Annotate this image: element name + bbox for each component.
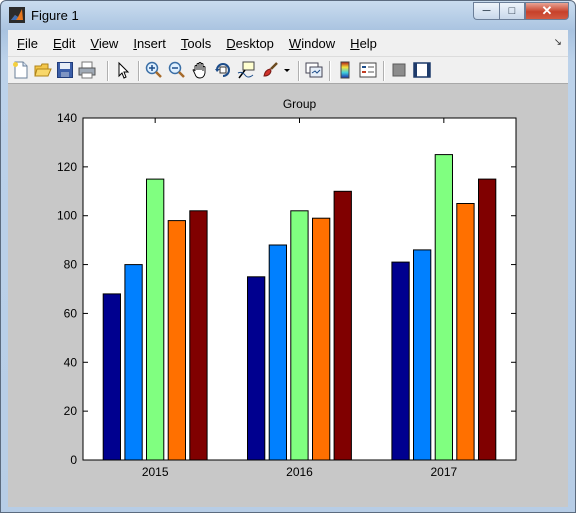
close-icon: ✕ [541, 3, 553, 18]
close-button[interactable]: ✕ [525, 2, 569, 20]
maximize-icon: □ [508, 5, 516, 17]
bar-series5-2016 [333, 190, 352, 461]
insert-colorbar-icon[interactable] [336, 61, 354, 79]
minimize-button[interactable]: ─ [473, 2, 499, 20]
bar-series2-2017 [413, 249, 432, 461]
x-tick-label: 2015 [142, 465, 169, 479]
x-tick-label: 2016 [286, 465, 313, 479]
toolbar-separator [383, 61, 385, 81]
menu-desktop-label: esktop [235, 35, 274, 51]
menu-insert-mnemonic: I [133, 35, 137, 51]
rotate-3d-icon[interactable] [214, 61, 232, 79]
y-tick-label: 60 [64, 306, 78, 320]
bar-series1-2015 [102, 293, 121, 461]
brush-dropdown-icon[interactable] [282, 61, 292, 79]
menu-edit[interactable]: Edit [53, 36, 75, 51]
open-file-icon[interactable] [34, 61, 52, 79]
title-bar[interactable]: Figure 1 ─ □ ✕ [1, 1, 575, 29]
menu-desktop[interactable]: Desktop [226, 36, 274, 51]
menu-insert-label: nsert [136, 35, 166, 51]
toolbar-separator [138, 61, 140, 81]
y-tick-label: 0 [70, 453, 77, 467]
edit-plot-icon[interactable] [114, 61, 132, 79]
menu-window-mnemonic: W [288, 35, 302, 51]
menu-view[interactable]: View [90, 36, 118, 51]
minimize-icon: ─ [482, 5, 491, 17]
menu-view-label: iew [98, 35, 119, 51]
menu-desktop-mnemonic: D [226, 35, 236, 51]
bar-series1-2017 [391, 261, 410, 461]
brush-icon[interactable] [261, 61, 279, 79]
menu-help-mnemonic: H [350, 35, 360, 51]
bar-series4-2015 [167, 220, 186, 461]
menu-window-label: indow [301, 35, 336, 51]
y-axis: 0 20 40 60 80 100 120 140 [57, 111, 516, 467]
y-tick-label: 20 [64, 404, 78, 418]
matlab-icon [9, 7, 25, 23]
menu-view-mnemonic: V [90, 35, 99, 51]
zoom-out-icon[interactable] [168, 61, 186, 79]
new-figure-icon[interactable] [12, 61, 30, 79]
bar-series3-2015 [146, 178, 165, 461]
y-tick-label: 140 [57, 111, 77, 125]
save-icon[interactable] [56, 61, 74, 79]
link-plot-icon[interactable] [305, 61, 323, 79]
bar-series2-2016 [268, 244, 288, 461]
y-tick-label: 100 [57, 209, 77, 223]
bar-series5-2017 [478, 178, 497, 461]
menu-file-mnemonic: F [17, 35, 25, 51]
menu-edit-mnemonic: E [52, 35, 62, 51]
menu-help-label: elp [359, 35, 377, 51]
toolbar-separator [107, 61, 109, 81]
window-title: Figure 1 [31, 8, 79, 23]
bar-series-group [102, 154, 497, 461]
menu-file[interactable]: File [17, 36, 38, 51]
y-tick-label: 120 [57, 160, 77, 174]
bar-series4-2017 [456, 203, 475, 461]
menu-bar: File Edit View Insert Tools Desktop Window Help… [8, 30, 568, 56]
chart-title: Group [283, 97, 317, 111]
menu-help[interactable]: Help [350, 36, 377, 51]
menu-file-label: ile [24, 35, 38, 51]
toolbar-separator [329, 61, 331, 81]
menu-edit-label: dit [61, 35, 76, 51]
insert-legend-icon[interactable] [359, 61, 377, 79]
menu-tools-label: ools [187, 35, 212, 51]
zoom-in-icon[interactable] [145, 61, 163, 79]
hide-plot-tools-icon[interactable] [390, 61, 408, 79]
menu-insert[interactable]: Insert [133, 36, 166, 51]
dock-arrow-icon[interactable]: ↘ [553, 37, 562, 48]
bar-series1-2016 [247, 276, 266, 461]
x-tick-label: 2017 [430, 465, 457, 479]
data-cursor-icon[interactable] [237, 61, 255, 79]
y-tick-label: 40 [64, 355, 78, 369]
pan-icon[interactable] [191, 61, 209, 79]
bar-series3-2017 [434, 154, 454, 461]
bar-series3-2016 [290, 210, 309, 461]
figure-toolbar [8, 56, 568, 84]
print-icon[interactable] [78, 61, 96, 79]
menu-tools[interactable]: Tools [181, 36, 211, 51]
bar-series2-2015 [124, 264, 143, 461]
menu-window[interactable]: Window [289, 36, 335, 51]
menu-tools-mnemonic: T [180, 35, 188, 51]
bar-series4-2016 [312, 217, 331, 461]
maximize-button[interactable]: □ [499, 2, 525, 20]
bar-series5-2015 [189, 210, 208, 461]
show-plot-tools-icon[interactable] [413, 61, 431, 79]
y-tick-label: 80 [64, 258, 78, 272]
toolbar-separator [298, 61, 300, 81]
